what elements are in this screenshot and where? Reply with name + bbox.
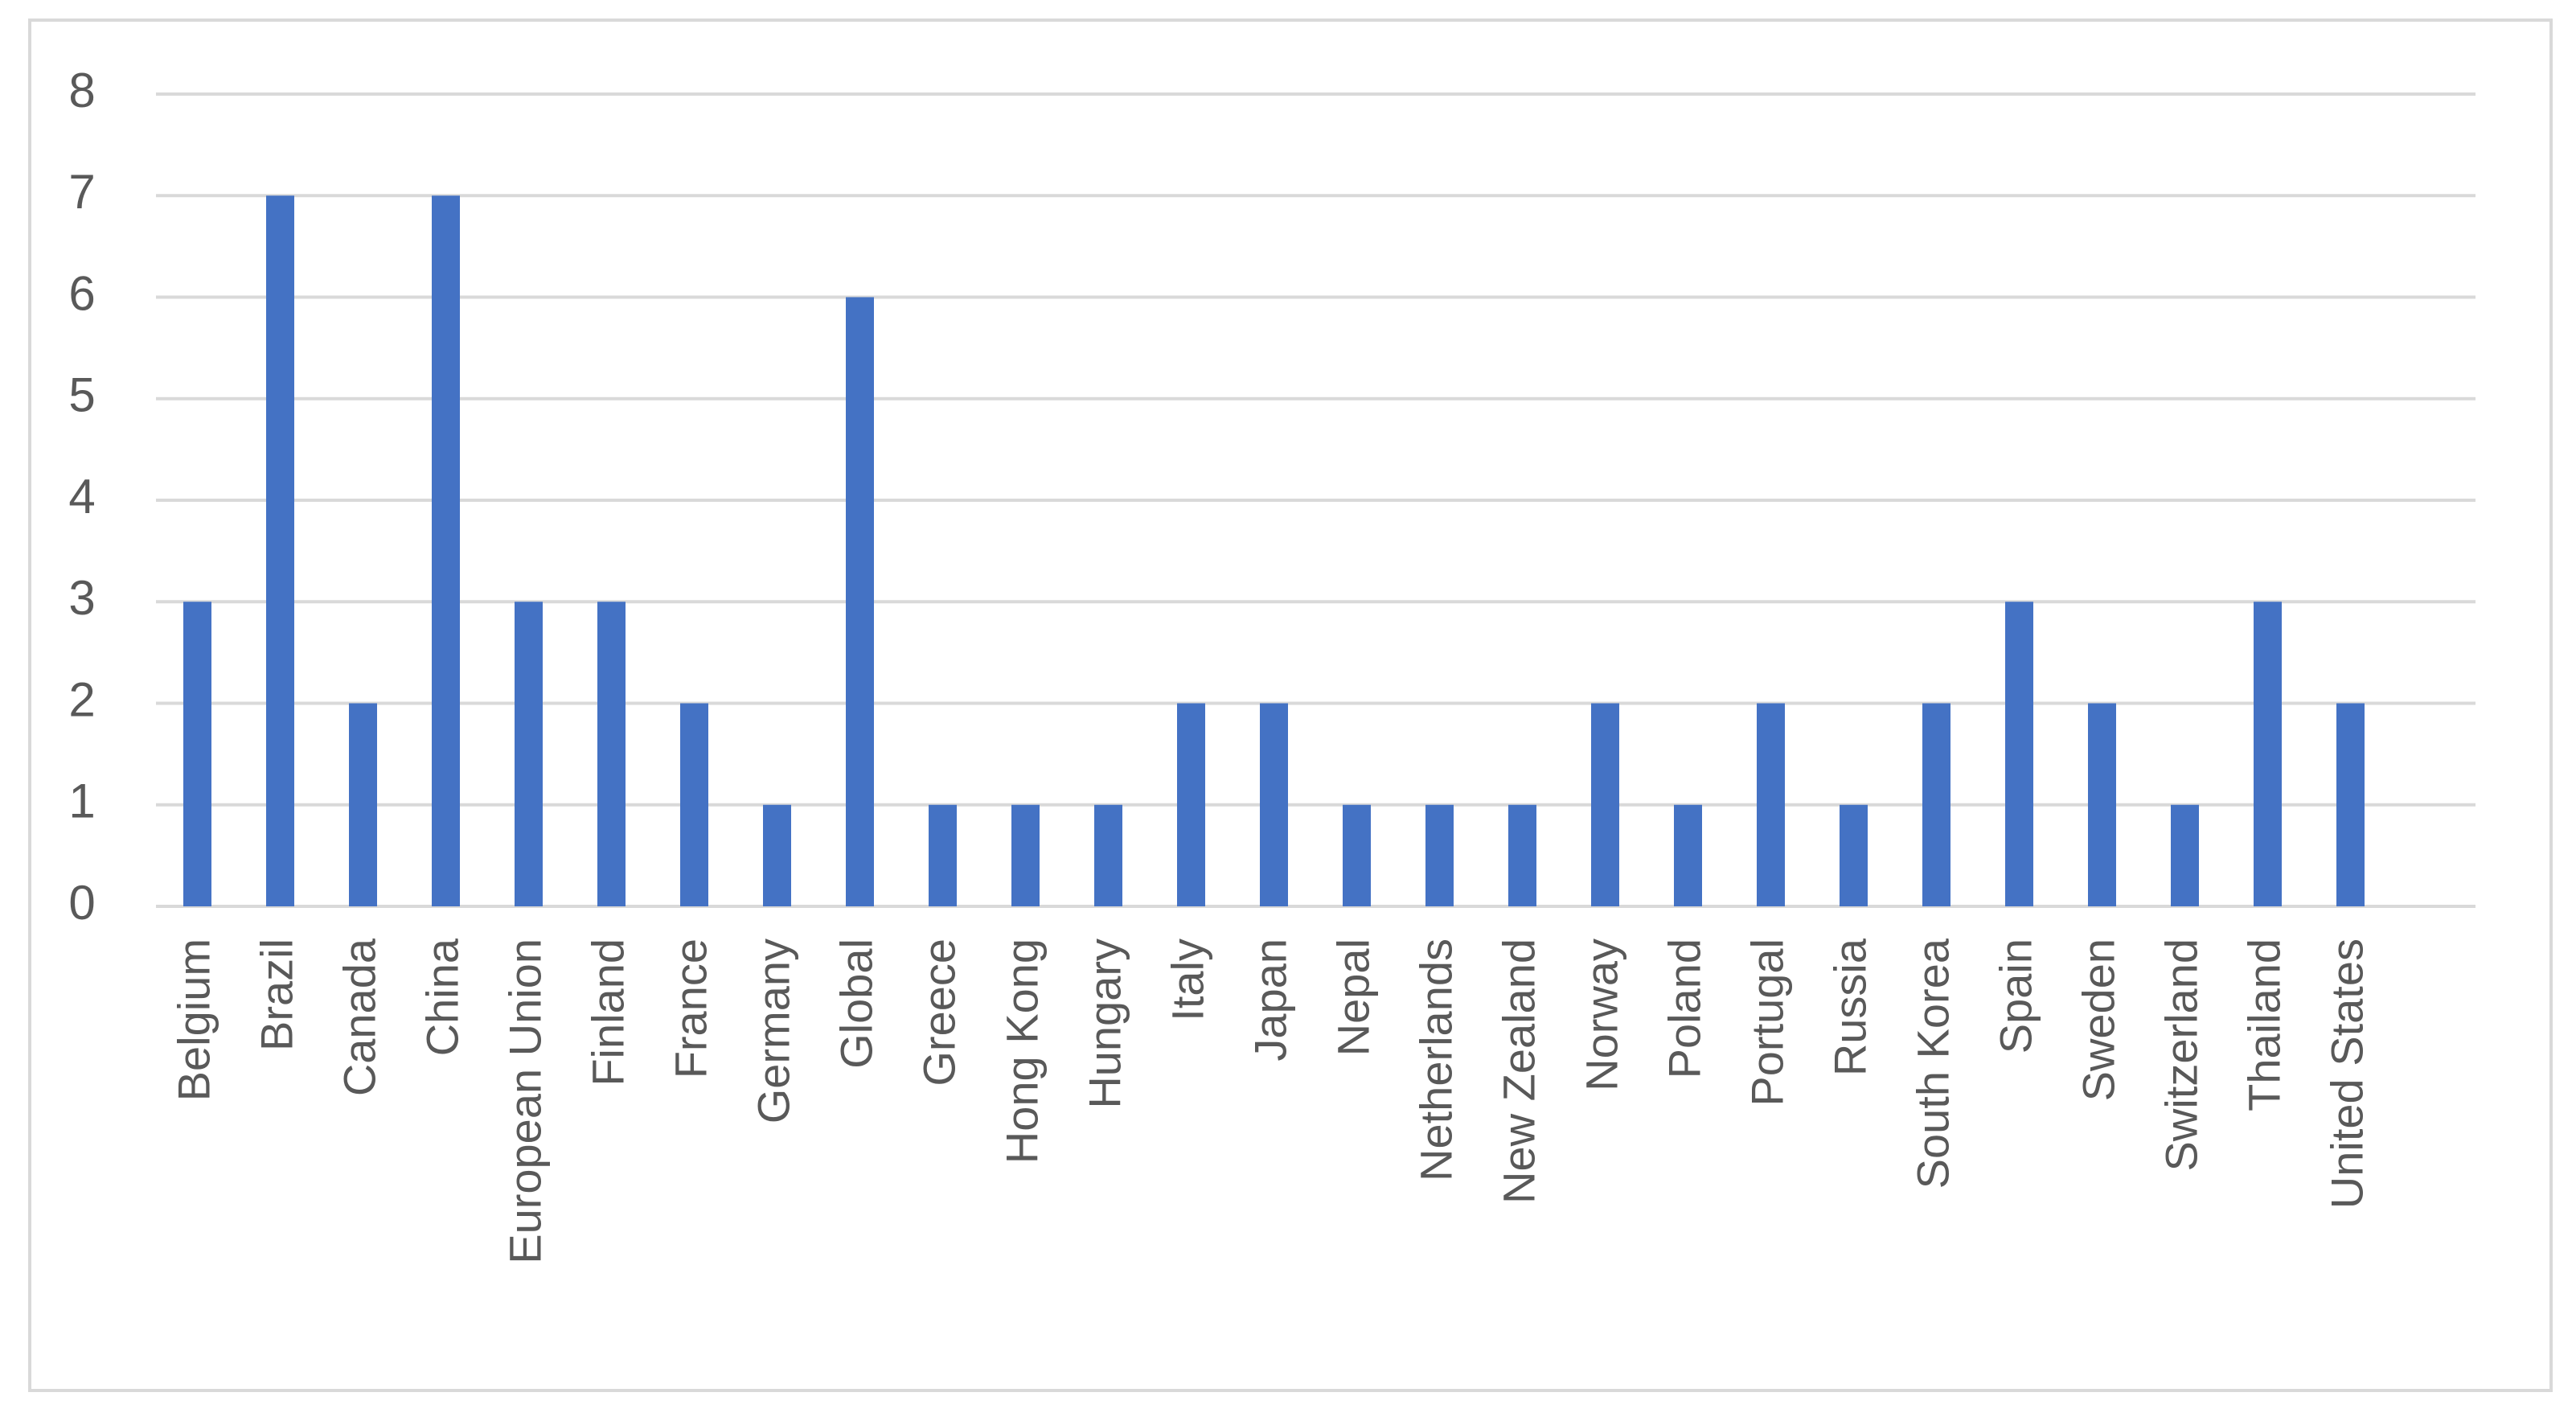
- x-tick-label: Belgium: [168, 939, 219, 1101]
- bar: [1757, 703, 1785, 906]
- bar: [1508, 804, 1536, 906]
- bar: [1840, 804, 1868, 906]
- bar: [266, 195, 294, 906]
- bar: [2088, 703, 2116, 906]
- x-tick-label: Global: [831, 939, 881, 1069]
- x-tick-label: Finland: [582, 939, 633, 1086]
- x-tick-label: Italy: [1162, 939, 1212, 1021]
- bar: [2171, 804, 2199, 906]
- bar: [2005, 602, 2033, 906]
- x-tick-label: European Union: [499, 939, 550, 1264]
- x-tick-label: United States: [2321, 939, 2372, 1209]
- x-tick-label: Canada: [334, 938, 384, 1096]
- y-tick-label: 1: [68, 774, 95, 828]
- x-tick-label: Hong Kong: [996, 939, 1047, 1164]
- x-tick-label: Japan: [1245, 939, 1295, 1062]
- bar: [1177, 703, 1205, 906]
- x-tick-label: Germany: [748, 939, 798, 1123]
- x-tick-label: Spain: [1990, 939, 2041, 1054]
- x-tick-label: Thailand: [2238, 939, 2289, 1111]
- x-tick-label: Greece: [913, 939, 964, 1086]
- y-tick-label: 5: [68, 368, 95, 422]
- bar: [763, 804, 791, 906]
- x-tick-label: Brazil: [251, 939, 301, 1051]
- y-tick-label: 7: [68, 165, 95, 219]
- x-tick-label: France: [665, 939, 716, 1078]
- bar: [432, 195, 460, 906]
- bar: [515, 602, 543, 906]
- bar: [846, 297, 874, 906]
- y-tick-label: 6: [68, 266, 95, 320]
- bar: [597, 602, 626, 906]
- y-tick-label: 8: [68, 64, 95, 117]
- y-tick-label: 0: [68, 876, 95, 930]
- bar: [1922, 703, 1950, 906]
- x-tick-label: Norway: [1576, 939, 1626, 1091]
- x-tick-label: Netherlands: [1410, 939, 1461, 1181]
- x-tick-label: Russia: [1824, 938, 1875, 1076]
- chart-border: [28, 18, 2553, 1392]
- bar: [1011, 804, 1040, 906]
- x-tick-label: Nepal: [1327, 939, 1378, 1056]
- bar: [929, 804, 957, 906]
- bar: [1674, 804, 1702, 906]
- bar: [680, 703, 708, 906]
- bar: [2254, 602, 2282, 906]
- y-tick-label: 4: [68, 470, 95, 524]
- x-tick-label: South Korea: [1907, 938, 1958, 1189]
- bar: [2336, 703, 2365, 906]
- bar: [1260, 703, 1288, 906]
- x-tick-label: Poland: [1659, 939, 1709, 1078]
- bar: [1094, 804, 1122, 906]
- x-tick-label: Switzerland: [2156, 939, 2206, 1171]
- x-tick-label: New Zealand: [1493, 939, 1544, 1204]
- bar: [1425, 804, 1454, 906]
- x-tick-label: Sweden: [2073, 939, 2123, 1101]
- bar: [183, 602, 211, 906]
- x-tick-label: Hungary: [1079, 939, 1130, 1109]
- bar: [349, 703, 377, 906]
- bar: [1343, 804, 1371, 906]
- x-tick-label: Portugal: [1741, 939, 1792, 1107]
- x-tick-label: China: [416, 938, 467, 1056]
- y-tick-label: 3: [68, 571, 95, 625]
- bar: [1591, 703, 1619, 906]
- y-tick-label: 2: [68, 672, 95, 726]
